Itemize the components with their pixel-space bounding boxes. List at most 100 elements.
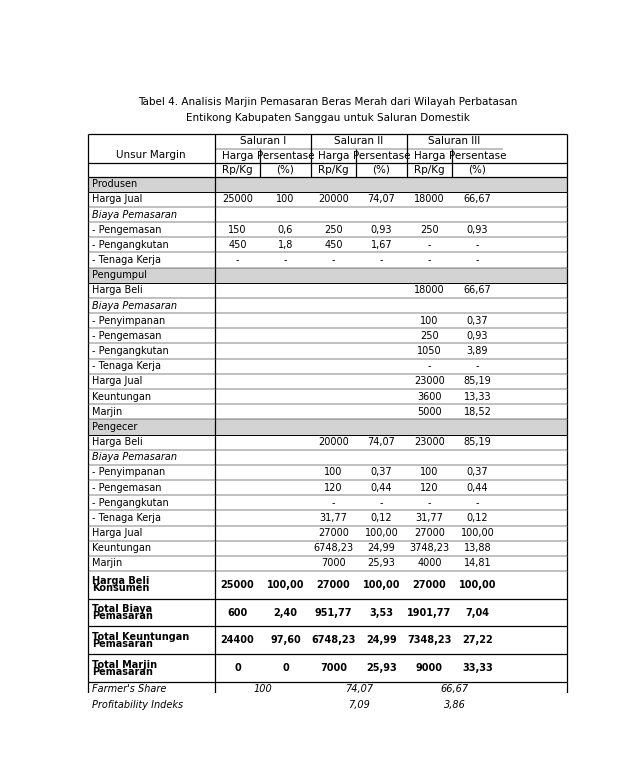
Text: 97,60: 97,60 bbox=[270, 636, 301, 645]
Text: Pengecer: Pengecer bbox=[92, 422, 137, 432]
Bar bbox=[88, 654, 567, 682]
Text: 1,8: 1,8 bbox=[278, 240, 293, 250]
Text: Produsen: Produsen bbox=[92, 179, 137, 189]
Text: -: - bbox=[332, 255, 335, 265]
Text: 7,09: 7,09 bbox=[348, 700, 369, 710]
Bar bbox=[88, 480, 567, 495]
Text: 23000: 23000 bbox=[414, 376, 445, 386]
Text: Keuntungan: Keuntungan bbox=[92, 543, 151, 553]
Text: Persentase: Persentase bbox=[449, 151, 506, 160]
Bar bbox=[88, 374, 567, 389]
Text: Marjin: Marjin bbox=[92, 559, 123, 569]
Text: - Penyimpanan: - Penyimpanan bbox=[92, 467, 166, 478]
Bar bbox=[88, 435, 567, 449]
Bar bbox=[88, 419, 567, 435]
Text: 951,77: 951,77 bbox=[315, 608, 352, 618]
Text: 1050: 1050 bbox=[417, 346, 442, 356]
Text: 100,00: 100,00 bbox=[266, 580, 304, 590]
Text: 100: 100 bbox=[276, 195, 295, 204]
Bar bbox=[88, 526, 567, 541]
Text: 250: 250 bbox=[420, 224, 439, 234]
Text: Pengumpul: Pengumpul bbox=[92, 270, 147, 280]
Bar bbox=[88, 238, 567, 252]
Text: (%): (%) bbox=[468, 164, 486, 174]
Text: Total Marjin: Total Marjin bbox=[92, 660, 157, 670]
Text: 3,89: 3,89 bbox=[466, 346, 488, 356]
Text: 100: 100 bbox=[420, 315, 438, 326]
Text: Rp/Kg: Rp/Kg bbox=[414, 164, 445, 174]
Bar bbox=[88, 495, 567, 510]
Text: 7000: 7000 bbox=[321, 559, 346, 569]
Text: Harga Jual: Harga Jual bbox=[92, 376, 142, 386]
Bar bbox=[88, 510, 567, 526]
Text: 0,44: 0,44 bbox=[466, 483, 488, 492]
Text: Keuntungan: Keuntungan bbox=[92, 392, 151, 402]
Text: -: - bbox=[284, 255, 288, 265]
Text: 150: 150 bbox=[228, 224, 247, 234]
Bar bbox=[88, 344, 567, 358]
Text: 1901,77: 1901,77 bbox=[407, 608, 452, 618]
Bar bbox=[88, 252, 567, 268]
Text: 24400: 24400 bbox=[220, 636, 254, 645]
Text: 450: 450 bbox=[228, 240, 247, 250]
Bar bbox=[88, 389, 567, 404]
Text: 0,6: 0,6 bbox=[278, 224, 293, 234]
Text: -: - bbox=[380, 255, 383, 265]
Bar bbox=[88, 358, 567, 374]
Text: -: - bbox=[427, 255, 431, 265]
Text: 2,40: 2,40 bbox=[273, 608, 298, 618]
Bar bbox=[88, 682, 567, 697]
Text: 120: 120 bbox=[420, 483, 439, 492]
Bar bbox=[88, 404, 567, 419]
Text: Harga: Harga bbox=[413, 151, 445, 160]
Bar bbox=[88, 541, 567, 556]
Text: 120: 120 bbox=[324, 483, 343, 492]
Text: 25000: 25000 bbox=[220, 580, 254, 590]
Text: 23000: 23000 bbox=[414, 437, 445, 447]
Bar bbox=[88, 222, 567, 238]
Text: 74,07: 74,07 bbox=[367, 437, 396, 447]
Text: 4000: 4000 bbox=[417, 559, 442, 569]
Text: 0,37: 0,37 bbox=[466, 315, 488, 326]
Text: 600: 600 bbox=[227, 608, 248, 618]
Text: 74,07: 74,07 bbox=[344, 685, 373, 695]
Text: 18,52: 18,52 bbox=[463, 407, 491, 417]
Text: 24,99: 24,99 bbox=[367, 543, 396, 553]
Text: -: - bbox=[427, 361, 431, 372]
Text: Konsumen: Konsumen bbox=[92, 583, 150, 594]
Text: Biaya Pemasaran: Biaya Pemasaran bbox=[92, 210, 177, 220]
Text: 7348,23: 7348,23 bbox=[407, 636, 452, 645]
Text: Farmer's Share: Farmer's Share bbox=[92, 685, 167, 695]
Text: -: - bbox=[427, 498, 431, 508]
Text: Harga Jual: Harga Jual bbox=[92, 528, 142, 538]
Text: 27,22: 27,22 bbox=[462, 636, 493, 645]
Text: 250: 250 bbox=[324, 224, 343, 234]
Text: 0,93: 0,93 bbox=[466, 224, 488, 234]
Text: - Tenaga Kerja: - Tenaga Kerja bbox=[92, 513, 161, 523]
Text: (%): (%) bbox=[277, 164, 295, 174]
Text: -: - bbox=[475, 240, 479, 250]
Text: 7,04: 7,04 bbox=[465, 608, 489, 618]
Bar bbox=[88, 133, 567, 177]
Text: 100,00: 100,00 bbox=[461, 528, 495, 538]
Text: - Pengemasan: - Pengemasan bbox=[92, 483, 162, 492]
Text: 0,12: 0,12 bbox=[466, 513, 488, 523]
Bar bbox=[88, 268, 567, 283]
Text: Rp/Kg: Rp/Kg bbox=[318, 164, 349, 174]
Bar bbox=[88, 192, 567, 207]
Text: 66,67: 66,67 bbox=[440, 685, 468, 695]
Text: Total Keuntungan: Total Keuntungan bbox=[92, 632, 190, 642]
Bar bbox=[88, 556, 567, 571]
Text: Entikong Kabupaten Sanggau untuk Saluran Domestik: Entikong Kabupaten Sanggau untuk Saluran… bbox=[185, 113, 470, 123]
Bar bbox=[88, 571, 567, 599]
Text: 3,53: 3,53 bbox=[369, 608, 394, 618]
Text: - Pengangkutan: - Pengangkutan bbox=[92, 240, 169, 250]
Text: Harga Beli: Harga Beli bbox=[92, 437, 143, 447]
Text: 6748,23: 6748,23 bbox=[313, 543, 353, 553]
Text: 7000: 7000 bbox=[320, 663, 347, 673]
Text: 100,00: 100,00 bbox=[365, 528, 398, 538]
Text: 27000: 27000 bbox=[413, 580, 446, 590]
Text: Total Biaya: Total Biaya bbox=[92, 605, 152, 614]
Text: 85,19: 85,19 bbox=[463, 437, 491, 447]
Text: 0,12: 0,12 bbox=[371, 513, 392, 523]
